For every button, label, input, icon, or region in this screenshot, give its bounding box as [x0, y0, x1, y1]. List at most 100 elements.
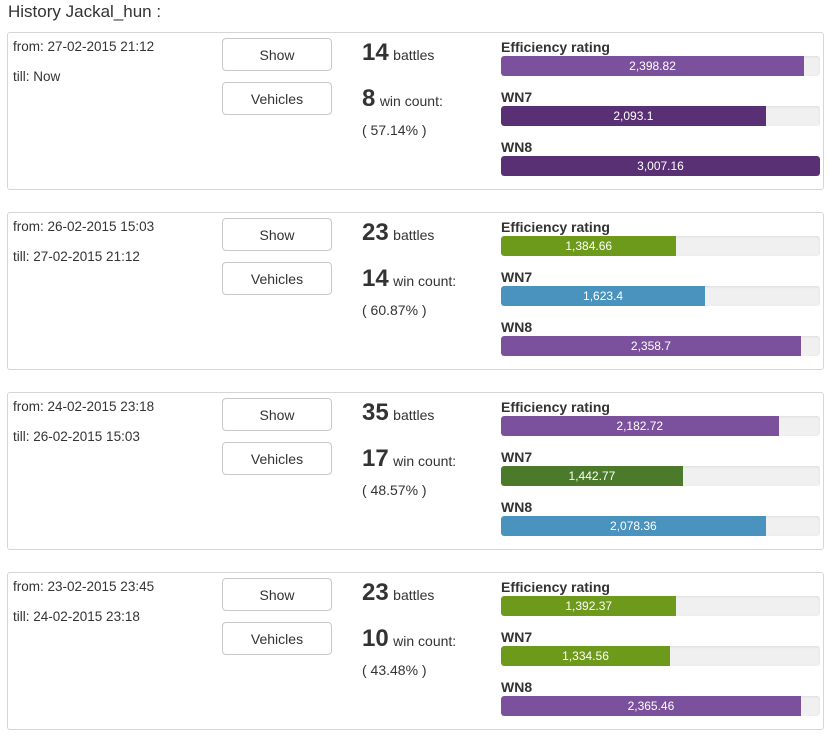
history-session-card: from: 26-02-2015 15:03 till: 27-02-2015 … [7, 212, 824, 370]
rating-label: Efficiency rating [501, 579, 610, 595]
win-percent: ( 60.87% ) [362, 302, 427, 318]
battles-count: 23 [362, 219, 389, 246]
rating-bar-fill [501, 516, 766, 536]
rating-label: WN7 [501, 89, 533, 105]
history-session-card: from: 23-02-2015 23:45 till: 24-02-2015 … [7, 572, 824, 730]
show-button[interactable]: Show [222, 38, 332, 71]
battles-stat: 35 battles [362, 399, 434, 427]
battles-stat: 23 battles [362, 219, 434, 247]
rating-value: 1,623.4 [583, 289, 624, 303]
wn8-rating: WN8 3,007.16 [501, 138, 820, 176]
wn8-rating: WN8 2,365.46 [501, 678, 820, 716]
rating-label: WN8 [501, 499, 533, 515]
wn7-rating: WN7 1,334.56 [501, 628, 820, 666]
rating-bar-track: 2,358.7 [501, 336, 820, 356]
rating-bar-fill [501, 466, 683, 486]
battles-unit: battles [393, 47, 435, 63]
wn8-rating: WN8 2,078.36 [501, 498, 820, 536]
battles-stat: 23 battles [362, 579, 434, 607]
win-percent: ( 57.14% ) [362, 122, 427, 138]
history-session-card: from: 27-02-2015 21:12 till: Now Show Ve… [7, 32, 824, 190]
wins-unit: win count: [393, 453, 457, 469]
wins-unit: win count: [393, 273, 457, 289]
rating-value: 1,392.37 [565, 599, 613, 613]
rating-bar-fill [501, 156, 820, 176]
rating-value: 1,384.66 [565, 239, 613, 253]
rating-bar-fill [501, 696, 801, 716]
from-date: from: 27-02-2015 21:12 [13, 39, 155, 54]
from-date: from: 24-02-2015 23:18 [13, 399, 155, 414]
rating-value: 2,182.72 [616, 419, 664, 433]
efficiency-rating: Efficiency rating 2,182.72 [501, 398, 820, 436]
rating-bar-fill [501, 56, 805, 76]
show-button[interactable]: Show [222, 578, 332, 611]
rating-bar-track: 1,384.66 [501, 236, 820, 256]
rating-value: 2,398.82 [629, 59, 676, 73]
rating-bar-fill [501, 416, 779, 436]
win-count: 17 [362, 445, 389, 472]
vehicles-button[interactable]: Vehicles [222, 622, 332, 655]
battles-stat: 14 battles [362, 39, 434, 67]
wins-unit: win count: [379, 93, 443, 109]
rating-bar-fill [501, 596, 677, 616]
efficiency-rating: Efficiency rating 2,398.82 [501, 38, 820, 76]
vehicles-button[interactable]: Vehicles [222, 442, 332, 475]
rating-bar-fill [501, 286, 706, 306]
rating-value: 2,093.1 [613, 109, 654, 123]
rating-label: Efficiency rating [501, 39, 610, 55]
vehicles-button[interactable]: Vehicles [222, 82, 332, 115]
rating-label: WN8 [501, 139, 533, 155]
rating-value: 2,358.7 [630, 339, 671, 353]
wins-stat: 8 win count: [362, 85, 443, 113]
battles-count: 23 [362, 579, 389, 606]
rating-value: 2,365.46 [627, 699, 675, 713]
rating-bar-fill [501, 336, 801, 356]
rating-label: WN8 [501, 319, 533, 335]
show-button[interactable]: Show [222, 398, 332, 431]
rating-bar-track: 1,442.77 [501, 466, 820, 486]
rating-bar-track: 1,392.37 [501, 596, 820, 616]
rating-bar-fill [501, 236, 677, 256]
show-button[interactable]: Show [222, 218, 332, 251]
battles-count: 35 [362, 399, 389, 426]
win-count: 10 [362, 625, 389, 652]
rating-label: WN8 [501, 679, 533, 695]
vehicles-button[interactable]: Vehicles [222, 262, 332, 295]
till-date: till: 27-02-2015 21:12 [13, 249, 140, 264]
rating-bar-track: 2,078.36 [501, 516, 820, 536]
till-date: till: 24-02-2015 23:18 [13, 609, 140, 624]
battles-unit: battles [393, 227, 435, 243]
rating-bar-track: 2,093.1 [501, 106, 820, 126]
rating-bar-fill [501, 106, 766, 126]
battles-unit: battles [393, 587, 435, 603]
rating-value: 1,442.77 [568, 469, 616, 483]
win-percent: ( 48.57% ) [362, 482, 427, 498]
rating-bar-track: 1,623.4 [501, 286, 820, 306]
wins-unit: win count: [393, 633, 457, 649]
rating-label: WN7 [501, 269, 533, 285]
win-count: 8 [362, 85, 376, 112]
rating-bar-track: 2,182.72 [501, 416, 820, 436]
page-title: History Jackal_hun : [8, 2, 162, 21]
till-date: till: Now [13, 69, 61, 84]
rating-label: Efficiency rating [501, 219, 610, 235]
history-session-card: from: 24-02-2015 23:18 till: 26-02-2015 … [7, 392, 824, 550]
rating-value: 2,078.36 [610, 519, 657, 533]
rating-value: 1,334.56 [562, 649, 609, 663]
win-percent: ( 43.48% ) [362, 662, 427, 678]
efficiency-rating: Efficiency rating 1,384.66 [501, 218, 820, 256]
wins-stat: 17 win count: [362, 445, 456, 473]
from-date: from: 26-02-2015 15:03 [13, 219, 155, 234]
win-count: 14 [362, 265, 389, 292]
wn8-rating: WN8 2,358.7 [501, 318, 820, 356]
battles-unit: battles [393, 407, 435, 423]
till-date: till: 26-02-2015 15:03 [13, 429, 140, 444]
rating-bar-fill [501, 646, 671, 666]
wins-stat: 14 win count: [362, 265, 456, 293]
rating-bar-track: 2,398.82 [501, 56, 820, 76]
rating-bar-track: 3,007.16 [501, 156, 820, 176]
wins-stat: 10 win count: [362, 625, 456, 653]
rating-label: WN7 [501, 629, 533, 645]
rating-value: 3,007.16 [637, 159, 684, 173]
efficiency-rating: Efficiency rating 1,392.37 [501, 578, 820, 616]
